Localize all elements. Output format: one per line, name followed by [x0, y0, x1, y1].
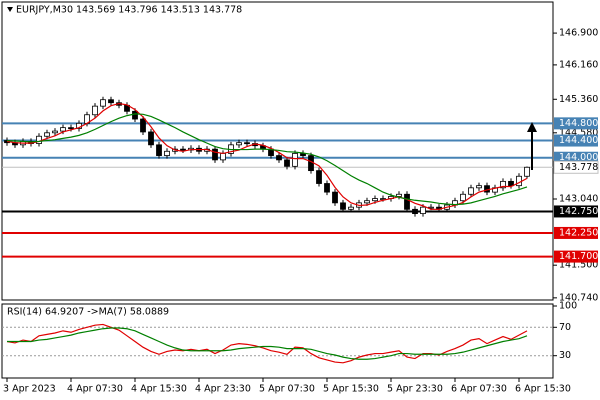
candle-body [180, 148, 186, 151]
y-tick-label: 146.900 [559, 28, 598, 39]
x-tick-label: 4 Apr 15:30 [131, 384, 187, 395]
candle-body [324, 183, 330, 193]
chart-title: EURJPY,M30 143.569 143.796 143.513 143.7… [16, 5, 242, 16]
candle-body [412, 208, 418, 215]
candle-body [516, 175, 522, 187]
level-label: 141.700 [559, 251, 598, 262]
candle-body [460, 193, 466, 202]
candle-body [292, 153, 298, 167]
candle-body [476, 185, 482, 189]
candle-body [524, 166, 530, 177]
candle-body [500, 180, 506, 189]
x-tick-label: 4 Apr 23:30 [195, 384, 251, 395]
y-tick-label: 140.740 [559, 292, 598, 303]
candle-body [108, 99, 114, 104]
candle-body [348, 206, 354, 210]
candle-body [468, 187, 474, 195]
y-tick-label: 143.040 [559, 193, 598, 204]
level-label-box [554, 134, 598, 147]
level-label-box [554, 226, 598, 239]
candle-body [100, 99, 106, 107]
rsi-tick-label: 30 [559, 350, 571, 361]
x-tick-label: 5 Apr 23:30 [387, 384, 443, 395]
level-label-box [554, 250, 598, 263]
candle-body [396, 193, 402, 197]
candle-body [132, 110, 138, 120]
current-price-box [553, 160, 599, 174]
candle-body [60, 127, 66, 132]
level-label: 142.750 [559, 206, 598, 217]
level-label: 144.000 [559, 152, 598, 163]
moving-average [6, 113, 528, 206]
level-label-box [554, 151, 598, 164]
candle-body [380, 198, 386, 200]
level-label: 144.400 [559, 135, 598, 146]
candle-body [236, 142, 242, 146]
candle-body [36, 135, 42, 144]
level-label: 142.250 [559, 227, 598, 238]
rsi-panel [1, 303, 554, 379]
candle-body [284, 159, 290, 167]
rsi-line [7, 327, 528, 360]
candle-body [92, 105, 98, 116]
y-tick-label: 145.360 [559, 94, 598, 105]
candle-body [164, 150, 170, 156]
candle-body [44, 132, 50, 137]
current-price-label: 143.778 [559, 162, 598, 173]
candle-body [364, 200, 370, 204]
x-tick-label: 3 Apr 2023 [3, 384, 56, 395]
candle-body [508, 180, 514, 187]
level-label-box [554, 205, 598, 218]
level-label-box [554, 117, 598, 130]
x-tick-label: 6 Apr 15:30 [515, 384, 571, 395]
candle-body [244, 142, 250, 145]
rsi-tick-label: 100 [559, 301, 577, 312]
candle-body [332, 191, 338, 204]
candle-body [156, 144, 162, 156]
price-panel [1, 1, 554, 301]
candle-body [220, 153, 226, 161]
x-tick-label: 4 Apr 07:30 [67, 384, 123, 395]
rsi-tick-label: 70 [559, 322, 571, 333]
symbol-icon [7, 7, 13, 12]
indicator-title: RSI(14) 64.9207 ->MA(7) 58.0889 [7, 307, 169, 318]
candle-body [484, 185, 490, 193]
x-tick-label: 6 Apr 07:30 [451, 384, 507, 395]
x-tick-label: 5 Apr 07:30 [259, 384, 315, 395]
candle-body [372, 198, 378, 202]
candle-body [212, 148, 218, 161]
level-label: 144.800 [559, 118, 598, 129]
candle-body [340, 202, 346, 210]
candle-body [420, 206, 426, 215]
moving-average [6, 102, 528, 210]
y-tick-label: 146.160 [559, 59, 598, 70]
y-tick-label: 141.500 [559, 260, 598, 271]
candle-body [140, 118, 146, 133]
candle-body [148, 131, 154, 146]
candle-body [316, 170, 322, 184]
candle-body [68, 127, 74, 130]
x-tick-label: 5 Apr 15:30 [323, 384, 379, 395]
arrow-head [527, 122, 537, 132]
y-tick-label: 144.580 [559, 127, 598, 138]
candle-body [404, 193, 410, 210]
candle-body [52, 130, 58, 134]
candle-body [276, 155, 282, 161]
